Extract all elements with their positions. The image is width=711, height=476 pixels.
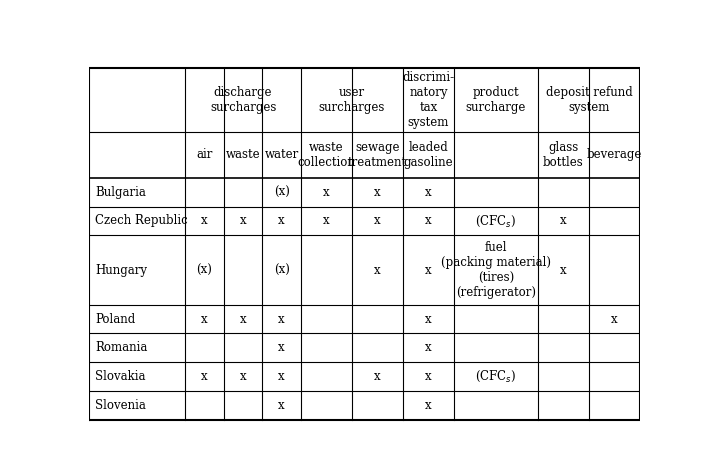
Text: x: x [279,215,285,228]
Text: x: x [425,186,432,198]
Text: x: x [374,264,381,277]
Text: product
surcharge: product surcharge [466,86,526,114]
Text: (x): (x) [274,264,289,277]
Text: x: x [560,215,567,228]
Text: Romania: Romania [95,341,148,354]
Text: sewage
treatment: sewage treatment [348,140,407,169]
Text: x: x [560,264,567,277]
Text: waste: waste [226,148,260,161]
Text: Poland: Poland [95,313,136,326]
Text: Slovenia: Slovenia [95,399,146,412]
Text: x: x [279,370,285,383]
Text: x: x [201,370,208,383]
Text: air: air [196,148,213,161]
Text: discharge
surcharges: discharge surcharges [210,86,277,114]
Text: waste
collection: waste collection [297,140,356,169]
Text: x: x [240,370,247,383]
Text: Bulgaria: Bulgaria [95,186,146,198]
Text: x: x [425,341,432,354]
Text: (x): (x) [197,264,213,277]
Text: x: x [425,370,432,383]
Text: glass
bottles: glass bottles [543,140,584,169]
Text: deposit refund
system: deposit refund system [545,86,632,114]
Text: water: water [264,148,299,161]
Text: x: x [374,370,381,383]
Text: x: x [425,264,432,277]
Text: x: x [201,215,208,228]
Text: x: x [425,215,432,228]
Text: x: x [279,313,285,326]
Text: x: x [425,313,432,326]
Text: (x): (x) [274,186,289,198]
Text: x: x [425,399,432,412]
Text: x: x [201,313,208,326]
Text: x: x [240,215,247,228]
Text: Slovakia: Slovakia [95,370,146,383]
Text: Czech Republic: Czech Republic [95,215,188,228]
Text: (CFC$_s$): (CFC$_s$) [476,369,516,384]
Text: Hungary: Hungary [95,264,147,277]
Text: beverage: beverage [587,148,642,161]
Text: x: x [374,186,381,198]
Text: x: x [323,186,330,198]
Text: leaded
gasoline: leaded gasoline [404,140,453,169]
Text: discrimi-
natory
tax
system: discrimi- natory tax system [402,71,454,129]
Text: x: x [374,215,381,228]
Text: user
surcharges: user surcharges [319,86,385,114]
Text: (CFC$_s$): (CFC$_s$) [476,213,516,228]
Text: x: x [279,399,285,412]
Text: x: x [323,215,330,228]
Text: x: x [611,313,618,326]
Text: fuel
(packing material)
(tires)
(refrigerator): fuel (packing material) (tires) (refrige… [441,241,551,299]
Text: x: x [240,313,247,326]
Text: x: x [279,341,285,354]
